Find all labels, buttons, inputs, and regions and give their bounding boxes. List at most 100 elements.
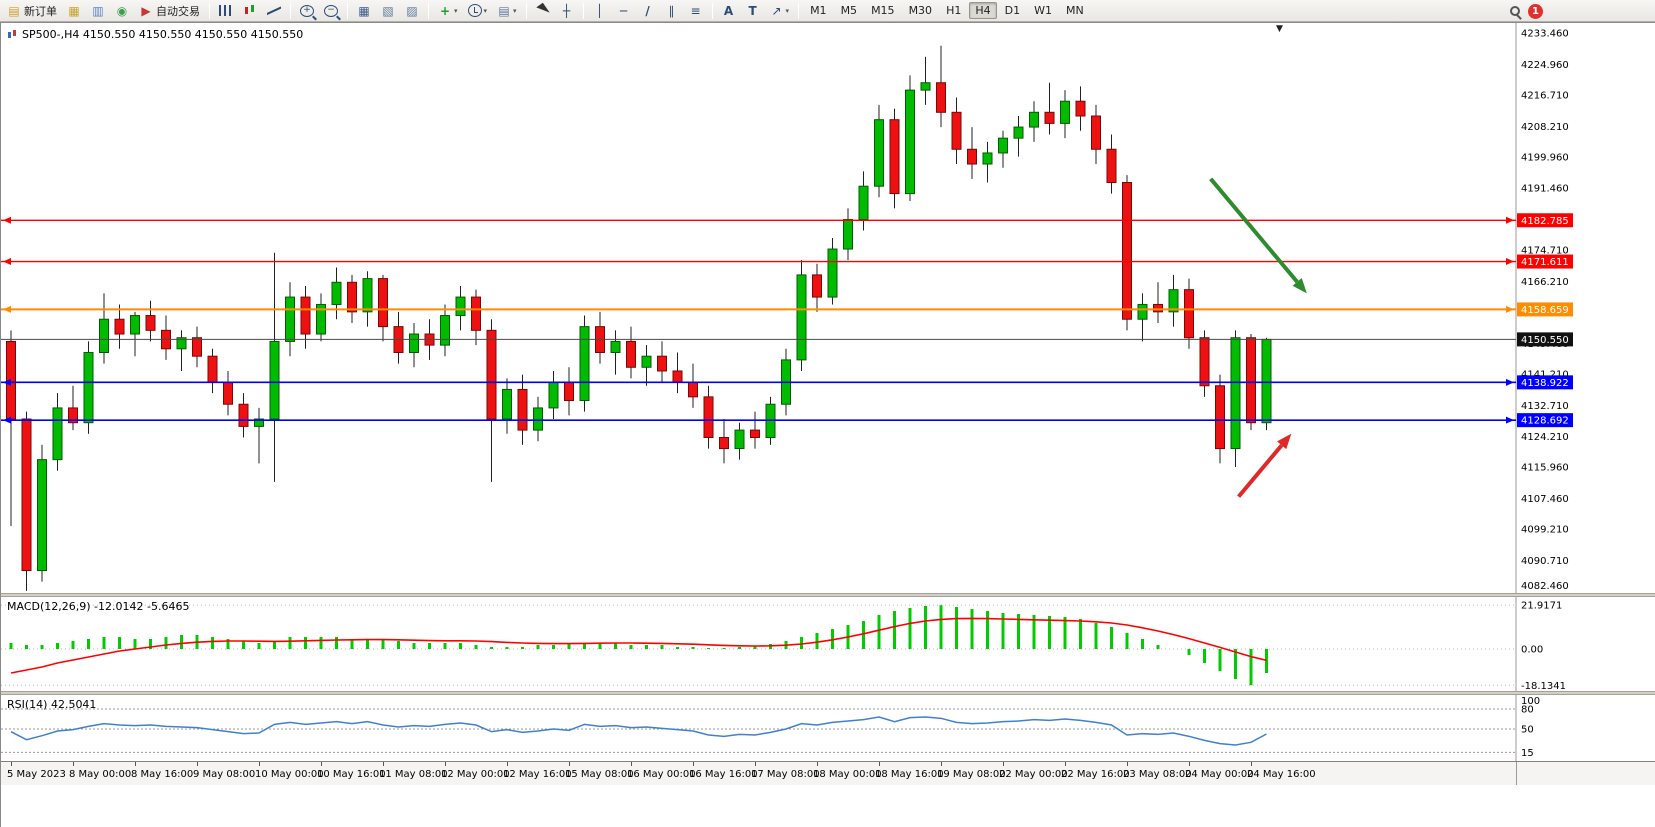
dropdown-caret-icon: ▾: [483, 6, 488, 15]
chart-title-text: SP500-,H4 4150.550 4150.550 4150.550 415…: [22, 28, 304, 41]
zoom-out-icon: −: [324, 4, 338, 17]
timeframe-m1[interactable]: M1: [810, 4, 827, 17]
axis-divider: [1516, 762, 1517, 786]
bottom-filler: [1, 785, 1655, 827]
bar-chart-icon[interactable]: [215, 2, 237, 20]
time-label: 11 May 08:00: [379, 762, 448, 780]
crosshair-icon[interactable]: ┼: [556, 2, 578, 20]
time-label: 24 May 00:00: [1185, 762, 1254, 780]
notification-badge[interactable]: 1: [1528, 3, 1543, 19]
svg-text:4199.960: 4199.960: [1521, 152, 1569, 163]
indicator-list-icon[interactable]: ▨: [401, 2, 423, 20]
timeframe-m15[interactable]: M15: [871, 4, 895, 17]
svg-text:4174.710: 4174.710: [1521, 246, 1569, 257]
charts-list-icon[interactable]: ▧: [377, 2, 399, 20]
time-label: 12 May 00:00: [441, 762, 510, 780]
arrows-icon[interactable]: ↗ ▾: [766, 2, 794, 20]
svg-text:4224.960: 4224.960: [1521, 60, 1569, 71]
macd-label: MACD(12,26,9) -12.0142 -5.6465: [7, 600, 190, 613]
trendline-icon: /: [645, 3, 650, 18]
fibonacci-icon[interactable]: ≡: [685, 2, 707, 20]
pane-separator[interactable]: [1, 691, 1655, 695]
navigator-icon: ◉: [116, 3, 128, 18]
time-label: 8 May 00:00: [69, 762, 132, 780]
time-label: 16 May 16:00: [689, 762, 758, 780]
timeframe-m5[interactable]: M5: [840, 4, 858, 17]
bar-chart-icon: [219, 5, 233, 16]
market-watch-icon[interactable]: ▦: [63, 2, 85, 20]
dropdown-caret-icon: ▾: [454, 6, 458, 15]
time-label: 23 May 08:00: [1123, 762, 1192, 780]
main-chart-pane[interactable]: 4233.460 4224.960 4216.710 4208.210 4199.960…: [1, 23, 1655, 593]
timeframe-h1[interactable]: H1: [946, 4, 962, 17]
time-axis[interactable]: 5 May 2023 8 May 00:00 8 May 16:00 9 May 08…: [1, 761, 1655, 786]
vertical-line-icon[interactable]: │: [589, 2, 611, 20]
arrows-icon: ↗: [771, 3, 782, 18]
svg-text:4216.710: 4216.710: [1521, 90, 1569, 101]
trend-arrow: [1209, 177, 1299, 284]
svg-text:80: 80: [1521, 705, 1534, 716]
toolbar-separator: [347, 2, 348, 19]
data-window-icon: ▥: [92, 3, 104, 18]
svg-text:4115.960: 4115.960: [1521, 463, 1569, 474]
data-window-icon[interactable]: ▥: [87, 2, 109, 20]
candlestick-chart-icon[interactable]: [239, 2, 261, 20]
rsi-label: RSI(14) 42.5041: [7, 698, 97, 711]
svg-text:4208.210: 4208.210: [1521, 122, 1569, 133]
text-icon[interactable]: A: [718, 2, 740, 20]
macd-canvas[interactable]: 21.9171 0.00 -18.1341: [1, 597, 1655, 691]
autotrading-icon: ▶: [141, 3, 151, 18]
hline-price-label: 4128.692: [1521, 416, 1569, 427]
pane-separator[interactable]: [1, 593, 1655, 597]
timeframe-d1[interactable]: D1: [1004, 4, 1021, 17]
chart-symbol-icon: [7, 29, 18, 40]
svg-text:0.00: 0.00: [1521, 645, 1543, 656]
timeframe-mn[interactable]: MN: [1065, 4, 1084, 17]
periods-button[interactable]: ▾: [464, 2, 492, 20]
candlestick-chart-canvas[interactable]: 4233.460 4224.960 4216.710 4208.210 4199.960…: [1, 23, 1655, 593]
chart-menu-chevron[interactable]: ▼: [1276, 24, 1283, 34]
line-chart-icon: [267, 5, 281, 16]
zoom-in-icon[interactable]: +: [296, 2, 318, 20]
autotrading-button[interactable]: ▶ 自动交易: [135, 2, 204, 20]
macd-signal-line: [10, 617, 1267, 674]
cursor-icon[interactable]: [532, 2, 554, 20]
timeframe-m30[interactable]: M30: [908, 4, 933, 17]
channel-icon: ∥: [668, 3, 675, 18]
text-label-icon[interactable]: T: [742, 2, 764, 20]
timeframe-w1[interactable]: W1: [1034, 4, 1052, 17]
toolbar-separator: [290, 2, 291, 19]
search-icon[interactable]: [1510, 6, 1520, 16]
tile-windows-icon: ▦: [358, 3, 370, 18]
svg-text:4166.210: 4166.210: [1521, 277, 1569, 288]
horizontal-line-icon[interactable]: ─: [613, 2, 635, 20]
line-chart-icon[interactable]: [263, 2, 285, 20]
timeframe-h4[interactable]: H4: [969, 2, 997, 19]
new-order-button[interactable]: ▤ 新订单: [3, 2, 61, 20]
zoom-out-icon[interactable]: −: [320, 2, 342, 20]
macd-pane[interactable]: 21.9171 0.00 -18.1341 MACD(12,26,9) -12.01…: [1, 597, 1655, 691]
templates-button[interactable]: ▤ ▾: [493, 2, 521, 20]
toolbar-separator: [711, 2, 713, 19]
hline-price-label: 4158.659: [1521, 305, 1569, 316]
svg-text:21.9171: 21.9171: [1521, 601, 1562, 612]
channel-icon[interactable]: ∥: [661, 2, 683, 20]
trendline-icon[interactable]: /: [637, 2, 659, 20]
add-indicator-icon: +: [439, 3, 451, 18]
svg-text:4191.460: 4191.460: [1521, 184, 1569, 195]
svg-text:4141.210: 4141.210: [1521, 369, 1569, 380]
navigator-icon[interactable]: ◉: [111, 2, 133, 20]
toolbar-separator: [582, 2, 584, 19]
tile-windows-icon[interactable]: ▦: [353, 2, 375, 20]
svg-text:4132.710: 4132.710: [1521, 401, 1569, 412]
hline-price-label: 4171.611: [1521, 257, 1569, 268]
time-label: 19 May 08:00: [937, 762, 1006, 780]
rsi-line: [10, 716, 1267, 746]
svg-text:4099.210: 4099.210: [1521, 525, 1569, 536]
rsi-pane[interactable]: 100 80 50 15 RSI(14) 42.5041: [1, 695, 1655, 761]
chart-window: 4233.460 4224.960 4216.710 4208.210 4199.960…: [0, 22, 1655, 827]
svg-text:4090.710: 4090.710: [1521, 556, 1569, 567]
time-label: 15 May 08:00: [565, 762, 634, 780]
add-indicator-button[interactable]: + ▾: [434, 2, 462, 20]
